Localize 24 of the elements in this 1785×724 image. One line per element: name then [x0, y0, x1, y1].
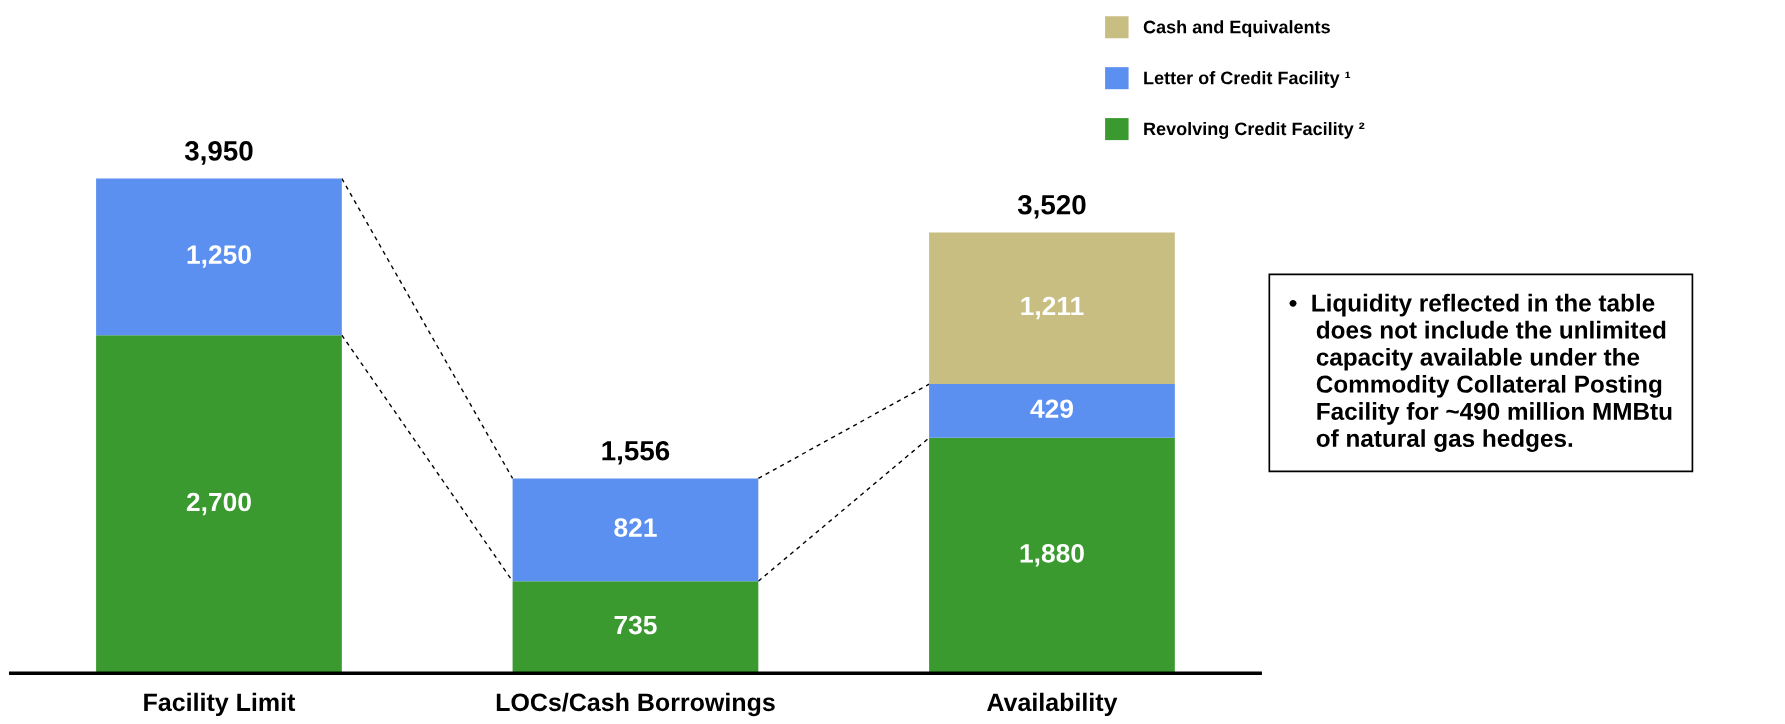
data-label: 821 [614, 518, 657, 537]
legend-label: Revolving Credit Facility ² [1144, 121, 1365, 139]
legend-label: Cash and Equivalents [1143, 20, 1330, 37]
total-label: 1,556 [602, 440, 670, 465]
bar [512, 581, 759, 674]
total-label: 3,950 [184, 141, 253, 165]
data-label: 1,880 [1020, 543, 1084, 567]
bar [929, 384, 1175, 438]
bar [96, 335, 342, 674]
text: • Liquidity reflected in the table does not include the unlimited capacity available under the Commodity Collateral Posting Facility for ~490 million MMBtu of natural gas hedges. [1289, 293, 1672, 452]
data-label: 2,700 [186, 492, 251, 516]
bar [929, 232, 1175, 385]
x-tick-label: LOCs/Cash Borrowings [496, 692, 775, 717]
data-label: 1,250 [187, 245, 251, 268]
bar [96, 178, 342, 336]
legend-label: Letter of Credit Facility ¹ [1144, 71, 1351, 88]
total-label: 3,520 [1017, 194, 1086, 219]
data-label: 735 [614, 615, 657, 635]
data-label: 1,211 [1021, 296, 1084, 320]
x-tick-label: Facility Limit [144, 692, 296, 717]
bar [929, 437, 1175, 674]
bar [512, 478, 759, 582]
x-tick-label: Availability [987, 692, 1118, 717]
data-label: 429 [1030, 399, 1073, 419]
